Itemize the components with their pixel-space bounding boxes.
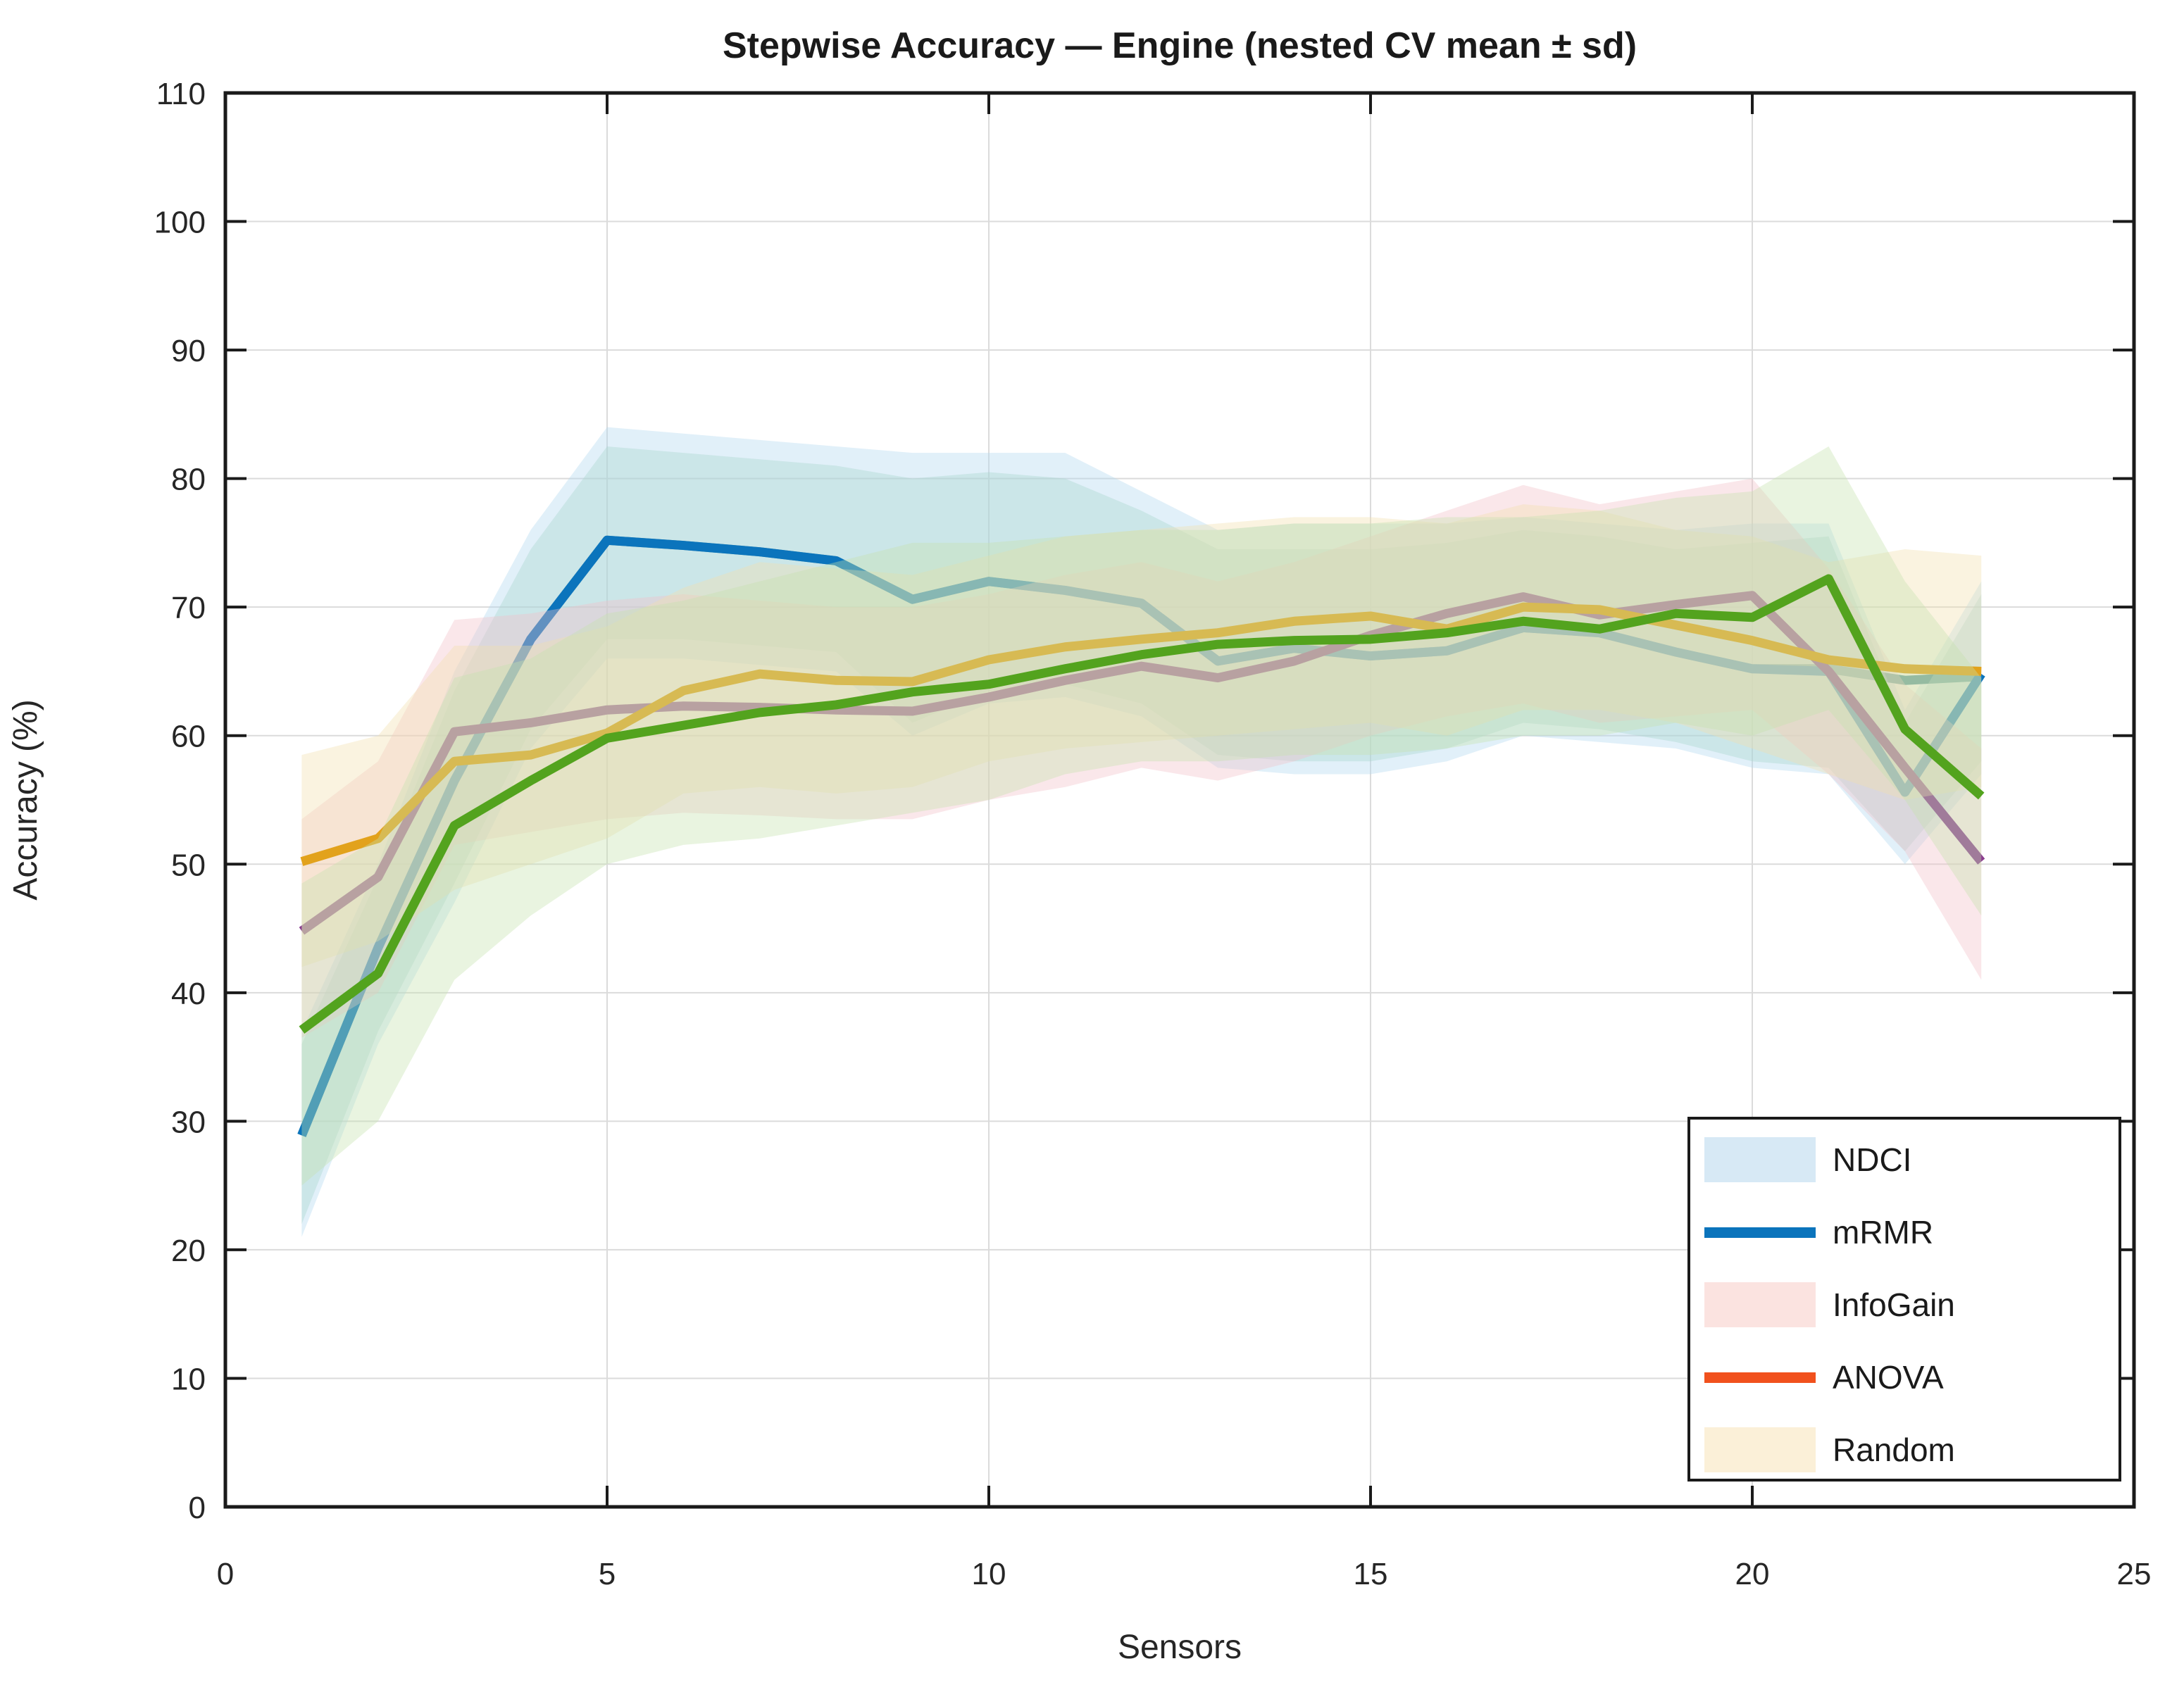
legend-swatch-anova [1704,1372,1816,1383]
legend-swatch-infogain [1704,1282,1816,1327]
y-tick-label-50: 50 [171,848,206,882]
band-mrmr [301,446,1982,1224]
line-anova [300,602,1982,866]
x-tick-label-15: 15 [1354,1557,1388,1591]
x-tick-label-0: 0 [217,1557,234,1591]
y-tick-label-90: 90 [171,334,206,368]
y-axis-label: Accuracy (%) [7,699,44,900]
y-tick-label-10: 10 [171,1362,206,1396]
y-tick-label-70: 70 [171,591,206,625]
x-tick-label-20: 20 [1735,1557,1770,1591]
x-tick-label-25: 25 [2117,1557,2152,1591]
x-axis-label: Sensors [1118,1629,1242,1666]
line-infogain [299,591,1985,935]
axes-frame-and-ticks [223,91,2136,1509]
y-tick-label-30: 30 [171,1105,206,1139]
band-anova [301,504,1982,967]
legend-swatch-random [1704,1427,1816,1472]
y-tick-label-80: 80 [171,463,206,497]
y-tick-label-20: 20 [171,1234,206,1268]
y-tick-label-40: 40 [171,977,206,1011]
chart-title: Stepwise Accuracy — Engine (nested CV me… [723,25,1637,66]
y-tick-label-110: 110 [156,77,206,111]
legend-label-anova: ANOVA [1833,1359,1944,1396]
gridlines [225,93,2134,1507]
x-tick-label-10: 10 [972,1557,1006,1591]
line-random [299,574,1985,1034]
y-tick-label-0: 0 [189,1491,206,1525]
band-infogain [301,478,1982,1038]
x-tick-label-5: 5 [599,1557,616,1591]
legend: NDCI mRMR InfoGain ANOVA Random [1687,1117,2121,1482]
tick-labels: 0 5 10 15 20 25 0 10 20 30 40 50 60 70 80 90 100 110 [154,77,2152,1591]
legend-swatch-mrmr [1704,1227,1816,1238]
legend-swatch-ndci [1704,1137,1816,1182]
legend-label-mrmr: mRMR [1833,1214,1933,1251]
legend-label-random: Random [1833,1432,1955,1468]
y-tick-label-60: 60 [171,720,206,754]
line-mrmr [297,535,1985,1137]
axes-box [223,91,2136,1509]
y-tick-label-100: 100 [154,206,206,240]
series-bands-and-lines [297,427,1985,1237]
legend-label-infogain: InfoGain [1833,1286,1955,1323]
legend-label-ndci: NDCI [1833,1141,1911,1178]
band-random [301,446,1982,1186]
